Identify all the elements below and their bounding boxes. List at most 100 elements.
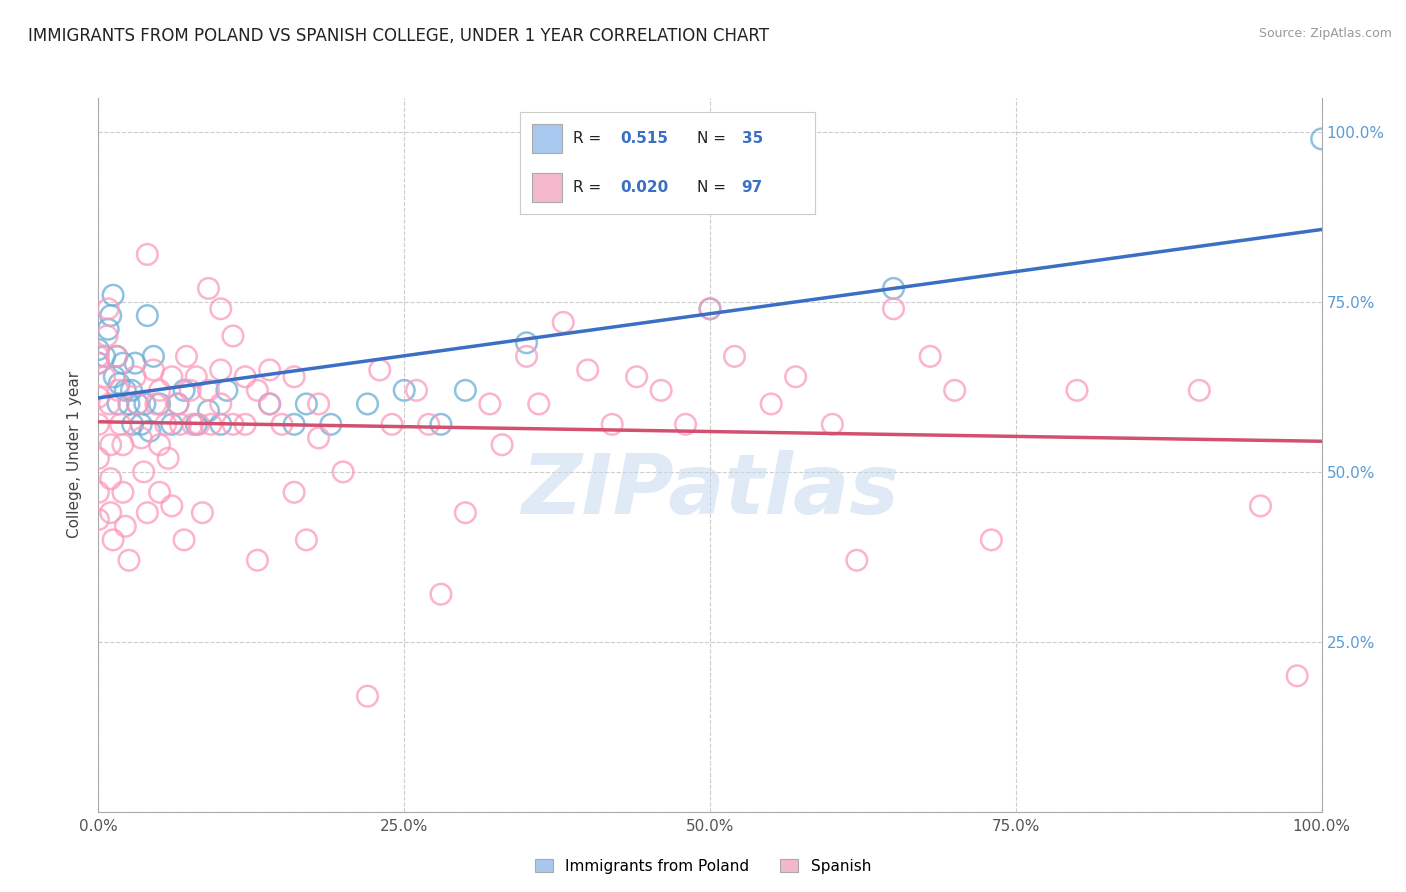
Point: [101, 288, 124, 302]
Point: [107, 384, 129, 398]
Point: [110, 417, 132, 432]
Point: [405, 384, 427, 398]
Point: [381, 417, 404, 432]
Point: [134, 397, 156, 411]
FancyBboxPatch shape: [531, 124, 561, 153]
Point: [491, 438, 513, 452]
Point: [149, 397, 172, 411]
Point: [699, 301, 721, 316]
Point: [723, 350, 745, 364]
Text: 97: 97: [742, 180, 763, 195]
Point: [515, 335, 537, 350]
Point: [515, 350, 537, 364]
Point: [478, 397, 501, 411]
Point: [356, 397, 378, 411]
Point: [576, 363, 599, 377]
Point: [87, 451, 110, 466]
Point: [197, 403, 219, 417]
Point: [124, 369, 146, 384]
Point: [97, 301, 120, 316]
Point: [129, 431, 152, 445]
Text: R =: R =: [574, 130, 606, 145]
Point: [283, 485, 305, 500]
Point: [283, 369, 305, 384]
Point: [209, 417, 232, 432]
Point: [118, 553, 141, 567]
Point: [124, 356, 146, 370]
Point: [103, 369, 125, 384]
Point: [157, 451, 180, 466]
Text: Source: ZipAtlas.com: Source: ZipAtlas.com: [1258, 27, 1392, 40]
Point: [129, 417, 152, 432]
Point: [105, 350, 128, 364]
Point: [270, 417, 294, 432]
Point: [173, 384, 195, 398]
Point: [259, 397, 281, 411]
Point: [132, 465, 155, 479]
Point: [87, 356, 110, 370]
Point: [108, 376, 131, 391]
Point: [920, 350, 942, 364]
Point: [111, 356, 134, 370]
Point: [160, 417, 183, 432]
Point: [626, 369, 648, 384]
Point: [650, 384, 672, 398]
Point: [600, 417, 623, 432]
Point: [173, 533, 195, 547]
Point: [1188, 384, 1211, 398]
Point: [87, 343, 110, 357]
Point: [197, 281, 219, 295]
Point: [127, 397, 149, 411]
Point: [209, 363, 232, 377]
Point: [167, 397, 190, 411]
Point: [160, 369, 183, 384]
Legend: Immigrants from Poland, Spanish: Immigrants from Poland, Spanish: [529, 853, 877, 880]
Text: IMMIGRANTS FROM POLAND VS SPANISH COLLEGE, UNDER 1 YEAR CORRELATION CHART: IMMIGRANTS FROM POLAND VS SPANISH COLLEG…: [28, 27, 769, 45]
Point: [160, 499, 183, 513]
Point: [118, 397, 141, 411]
Point: [121, 417, 143, 432]
Point: [187, 417, 209, 432]
Text: ZIPatlas: ZIPatlas: [522, 450, 898, 531]
Point: [1066, 384, 1088, 398]
Point: [100, 506, 122, 520]
Point: [418, 417, 440, 432]
Point: [136, 247, 159, 261]
Point: [149, 485, 172, 500]
Point: [392, 384, 416, 398]
Point: [308, 397, 330, 411]
Point: [283, 417, 305, 432]
Point: [785, 369, 807, 384]
Text: 0.515: 0.515: [620, 130, 669, 145]
Point: [105, 350, 128, 364]
Text: R =: R =: [574, 180, 606, 195]
Point: [246, 553, 269, 567]
Point: [186, 369, 208, 384]
Point: [167, 397, 190, 411]
Point: [100, 472, 122, 486]
Point: [246, 384, 269, 398]
Point: [295, 533, 318, 547]
Point: [93, 350, 115, 364]
Point: [527, 397, 550, 411]
Point: [155, 417, 177, 432]
Point: [883, 301, 905, 316]
Point: [295, 397, 318, 411]
Point: [209, 301, 232, 316]
Point: [845, 553, 868, 567]
Point: [553, 315, 575, 329]
Point: [114, 519, 136, 533]
Point: [114, 384, 136, 398]
Point: [101, 533, 124, 547]
Point: [222, 417, 245, 432]
Point: [197, 384, 219, 398]
Point: [430, 587, 453, 601]
Point: [120, 384, 142, 398]
Point: [454, 384, 477, 398]
Point: [191, 506, 214, 520]
Point: [259, 397, 281, 411]
Text: 35: 35: [742, 130, 763, 145]
Point: [1310, 132, 1333, 146]
Point: [259, 363, 281, 377]
Point: [209, 397, 232, 411]
